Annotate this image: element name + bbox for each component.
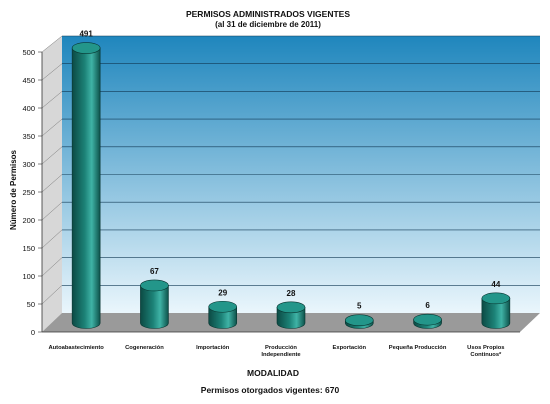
x-category-label: Pequeña Producción [389,345,447,351]
gridline-side [41,118,63,137]
y-tick-label: 500 [22,48,35,57]
bar-cap [344,314,374,327]
y-axis-label: Número de Permisos [9,149,18,230]
chart-subtitle: (al 31 de diciembre de 2011) [215,20,321,29]
y-tick-label: 350 [22,132,35,141]
y-tick-label: 400 [22,104,35,113]
bar-cap [140,279,169,292]
y-tick-label: 50 [27,300,35,309]
chart-side-wall [42,36,62,332]
gridline-side [41,35,63,53]
bar [481,292,511,329]
bar [71,42,101,329]
y-tick-label: 0 [31,328,35,337]
x-category-label: Cogeneración [125,345,164,351]
bar-value-label: 5 [357,302,362,311]
y-tick-label: 250 [22,188,35,197]
bar-value-label: 491 [79,30,93,39]
bar-body [208,306,238,329]
bar-value-label: 29 [218,288,227,297]
chart-footer-note: Permisos otorgados vigentes: 670 [201,385,340,395]
x-axis-label: MODALIDAD [247,368,299,378]
gridline-side [41,202,63,221]
bar [208,300,238,329]
x-category-label: Importación [196,345,230,351]
bar-value-label: 6 [425,301,430,310]
x-axis-categories: Autoabastecimiento Cogeneración Importació… [48,345,504,358]
bars: 491 67 29 28 5 6 44 [71,30,511,329]
bar [140,279,169,329]
gridline-side [41,63,63,81]
bar-body [71,47,101,329]
y-tick-label: 150 [22,244,35,253]
gridline-side [41,229,63,249]
gridline-side [41,257,63,277]
y-tick-label: 200 [22,216,35,225]
x-category-label: Autoabastecimiento [48,345,104,351]
bar-cap [481,292,511,305]
gridline-side [41,174,63,193]
gridlines [41,35,540,305]
gridline-side [41,285,63,305]
x-category-label: Exportación [333,345,367,351]
y-tick-label: 300 [22,160,35,169]
bar-cap [413,313,442,326]
y-tick-label: 450 [22,76,35,85]
bar [413,313,442,329]
bar-cap [208,300,238,313]
chart-title: PERMISOS ADMINISTRADOS VIGENTES [186,9,350,19]
bar [276,301,306,329]
bar-value-label: 28 [287,289,296,298]
bar-value-label: 44 [491,280,500,289]
bar [344,314,374,329]
bar-cap [71,42,101,54]
bar-body [276,307,306,329]
gridline-side [41,91,63,109]
bar-cap [276,301,306,314]
gridline-side [41,146,63,165]
y-axis-ticks: 0 50 100 150 200 250 300 350 400 450 500 [22,48,42,337]
bar-value-label: 67 [150,267,159,276]
x-category-label: Usos Propios Continuos* [467,345,504,358]
y-tick-label: 100 [22,272,35,281]
bar-body [140,285,169,329]
x-category-label: Producción Independiente [261,345,301,358]
bar-body [481,298,511,329]
